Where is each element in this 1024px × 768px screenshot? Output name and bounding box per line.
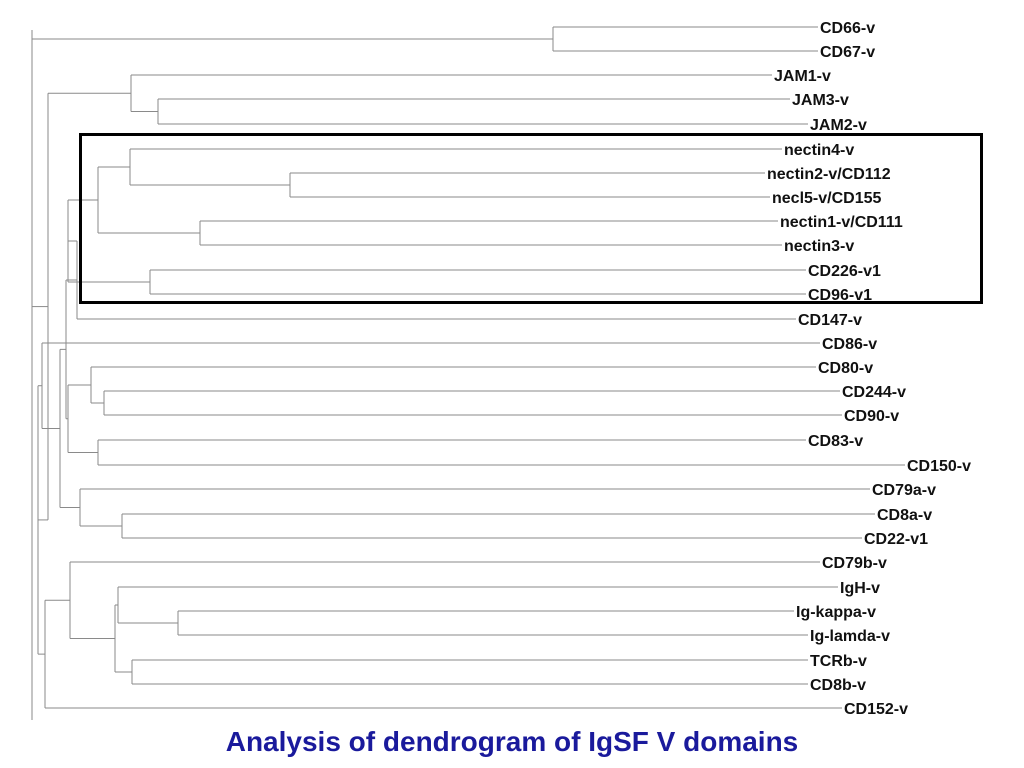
- leaf-label: CD67-v: [820, 44, 875, 61]
- nectin-group-highlight-box: [79, 133, 983, 304]
- leaf-label: CD86-v: [822, 336, 877, 353]
- dendrogram-tree: CD66-v CD67-v JAM1-v JAM3-v JAM2-v nectin4-v n…: [31, 20, 971, 720]
- leaf-label: CD150-v: [907, 458, 971, 475]
- leaf-label: CD152-v: [844, 701, 908, 718]
- leaf-label: CD244-v: [842, 384, 906, 401]
- leaf-label: Ig-lamda-v: [810, 628, 890, 645]
- leaf-label: CD22-v1: [864, 531, 928, 548]
- leaf-label: CD79b-v: [822, 555, 887, 572]
- leaf-label: JAM1-v: [774, 68, 831, 85]
- leaf-label: JAM2-v: [810, 117, 867, 134]
- leaf-label: necl5-v/CD155: [772, 190, 881, 207]
- leaf-label: CD79a-v: [872, 482, 936, 499]
- leaf-label: CD96-v1: [808, 287, 872, 304]
- leaf-label: CD226-v1: [808, 263, 881, 280]
- dendrogram-panel: CD66-v CD67-v JAM1-v JAM3-v JAM2-v nectin4-v n…: [27, 14, 1022, 720]
- leaf-label: JAM3-v: [792, 92, 849, 109]
- leaf-label: nectin2-v/CD112: [767, 166, 891, 183]
- leaf-label: nectin3-v: [784, 238, 854, 255]
- leaf-label: CD66-v: [820, 20, 875, 37]
- leaf-label: CD147-v: [798, 312, 862, 329]
- leaf-label: CD8a-v: [877, 507, 932, 524]
- leaf-label: CD80-v: [818, 360, 873, 377]
- leaf-label: nectin1-v/CD111: [780, 214, 903, 231]
- leaf-label: Ig-kappa-v: [796, 604, 876, 621]
- leaf-label: IgH-v: [840, 580, 880, 597]
- leaf-label: nectin4-v: [784, 142, 854, 159]
- figure-caption: Analysis of dendrogram of IgSF V domains: [225, 726, 799, 757]
- leaf-label: CD90-v: [844, 408, 899, 425]
- leaf-label: TCRb-v: [810, 653, 867, 670]
- leaf-label: CD8b-v: [810, 677, 866, 694]
- leaf-label: CD83-v: [808, 433, 863, 450]
